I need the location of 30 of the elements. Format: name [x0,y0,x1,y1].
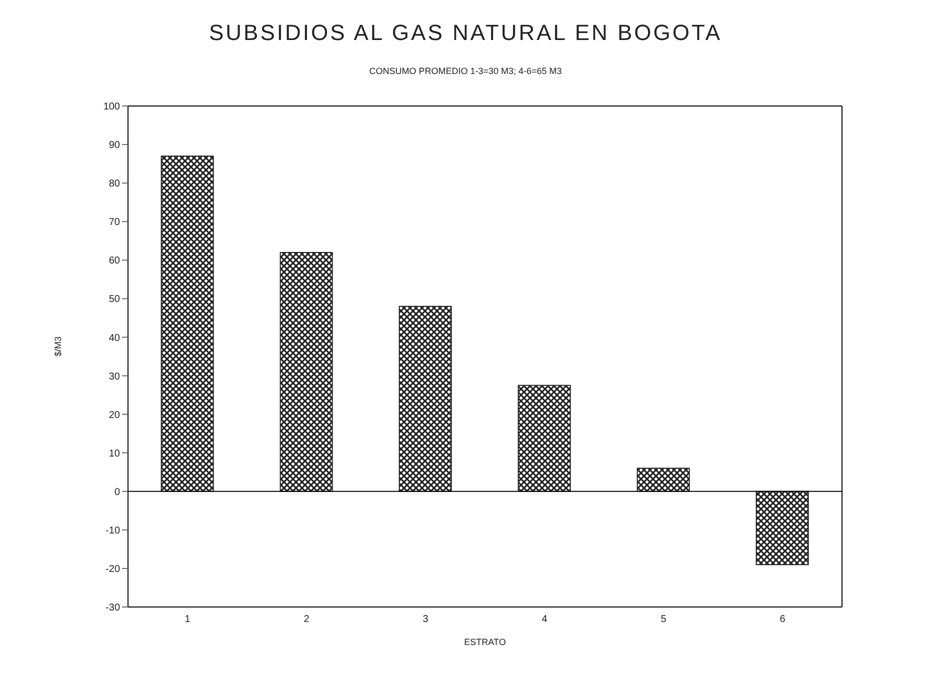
chart-subtitle: CONSUMO PROMEDIO 1-3=30 M3; 4-6=65 M3 [368,66,563,76]
x-tick-label: 1 [184,614,191,626]
y-tick-label: 90 [108,140,120,152]
y-tick-label: 80 [108,178,120,190]
y-tick-label: 50 [108,294,120,306]
y-tick-label: 60 [108,256,120,267]
y-tick-label: 100 [103,102,120,113]
bar [518,384,571,492]
chart-title: SUBSIDIOS AL GAS NATURAL EN BOGOTA [208,20,723,46]
y-tick-label: -20 [106,564,120,576]
bar [160,156,214,492]
y-tick-label: 10 [108,448,120,460]
y-tick-label: 40 [108,332,120,344]
x-axis-title: ESTRATO [464,637,506,647]
x-tick-label: 2 [304,614,310,626]
x-tick-label: 5 [660,614,667,626]
bar [398,306,452,492]
x-tick-label: 3 [422,614,429,626]
x-tick-label: 6 [780,614,786,626]
bar [636,468,690,492]
y-tick-label: -10 [106,525,120,536]
y-tick-label: 20 [108,410,120,421]
y-tick-label: -30 [106,602,120,614]
y-tick-label: 0 [114,486,120,498]
y-tick-label: 70 [108,217,120,228]
x-tick-label: 4 [542,614,548,626]
y-axis-title: $/M3 [53,336,64,356]
bar [756,490,809,566]
y-tick-label: 30 [108,371,120,382]
bar [280,252,333,492]
